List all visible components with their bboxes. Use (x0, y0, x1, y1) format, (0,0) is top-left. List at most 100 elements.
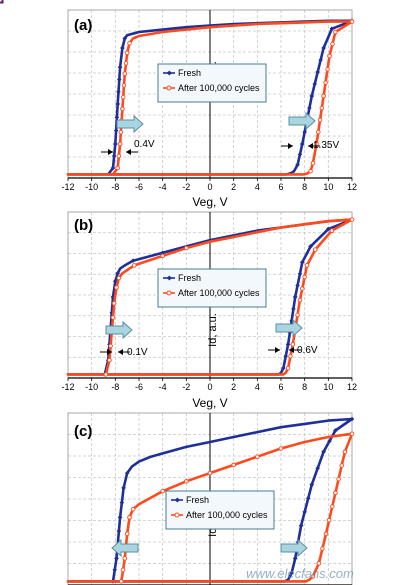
series-line (66, 218, 354, 376)
data-point (309, 482, 315, 487)
data-point (333, 29, 338, 35)
x-tick-label: -2 (182, 182, 190, 192)
data-point (304, 263, 310, 268)
data-point (120, 94, 126, 100)
data-point (316, 129, 321, 135)
series-after-cycles (0, 0, 355, 584)
data-point (111, 153, 117, 159)
data-point (290, 342, 296, 347)
data-point (123, 60, 129, 66)
data-point (0, 0, 4, 4)
x-tick-label: -6 (135, 382, 143, 392)
legend-marker (166, 85, 172, 91)
data-point (315, 465, 320, 471)
annotation-shift-right: 1.35V (313, 140, 339, 151)
data-point (130, 506, 136, 512)
data-point (330, 41, 335, 47)
data-point (327, 53, 332, 59)
data-point (118, 130, 124, 135)
data-point (330, 504, 335, 509)
data-point (305, 496, 311, 501)
data-point (113, 128, 119, 133)
data-point (295, 283, 300, 288)
data-point (124, 50, 130, 56)
data-point (300, 286, 305, 291)
data-point (285, 342, 291, 347)
data-point (327, 438, 332, 444)
data-point (333, 428, 338, 433)
legend: Fresh After 100,000 cycles (157, 268, 267, 308)
data-point (297, 152, 303, 157)
legend-marker (166, 290, 172, 296)
shift-arrow-right (288, 111, 316, 131)
shift-arrow-left (105, 320, 133, 340)
x-axis-label: Veg, V (192, 396, 227, 410)
x-tick-label: -12 (61, 382, 74, 392)
data-point (120, 106, 125, 112)
shift-arrow-left (111, 538, 139, 558)
data-point (0, 0, 3, 3)
annotation-shift-left: 0.4V (134, 139, 155, 150)
data-point (127, 515, 132, 520)
x-tick-label: 4 (255, 382, 260, 392)
x-tick-label: 4 (255, 182, 260, 192)
data-point (315, 69, 320, 75)
data-point (115, 101, 120, 107)
data-point (120, 567, 126, 573)
data-point (323, 531, 329, 537)
data-point (323, 80, 328, 85)
legend-entry: Fresh (186, 495, 209, 505)
panel-label: (a) (74, 17, 92, 34)
legend-box (157, 63, 267, 103)
data-point (281, 365, 286, 371)
legend-box (165, 490, 275, 530)
x-tick-label: 6 (278, 382, 283, 392)
x-tick-label: -4 (159, 182, 167, 192)
data-point (326, 517, 332, 523)
data-point (108, 343, 113, 349)
x-tick-label: 0 (207, 382, 212, 392)
x-tick-label: 12 (347, 382, 357, 392)
data-point (124, 470, 130, 476)
shift-arrow-right (275, 318, 303, 338)
dim-arrowhead-left (108, 149, 113, 155)
x-tick-label: 8 (302, 182, 307, 192)
data-point (285, 365, 291, 371)
data-point (120, 45, 125, 51)
data-point (103, 372, 109, 377)
panel-label: (b) (74, 217, 93, 234)
data-point (124, 531, 130, 537)
data-point (295, 312, 300, 318)
series-after-cycles (0, 0, 355, 176)
data-point (278, 446, 284, 451)
data-point (321, 449, 326, 455)
legend-entry: After 100,000 cycles (186, 510, 268, 520)
dimension-arrow-left (101, 149, 138, 155)
data-point (115, 271, 120, 276)
data-point (110, 165, 116, 171)
x-tick-label: 10 (323, 182, 333, 192)
legend-entry: Fresh (178, 68, 201, 78)
data-point (326, 226, 331, 232)
dim-arrowhead-right (118, 349, 123, 355)
data-point (117, 77, 122, 82)
legend: Fresh After 100,000 cycles (165, 490, 275, 530)
data-point (113, 278, 118, 284)
x-tick-label: -10 (85, 382, 98, 392)
data-point (107, 357, 112, 363)
data-point (308, 168, 313, 174)
x-tick-label: -8 (111, 182, 119, 192)
data-point (325, 67, 330, 72)
dim-arrowhead-right (289, 347, 294, 353)
data-point (300, 259, 305, 265)
data-point (121, 83, 127, 88)
data-point (298, 523, 304, 528)
data-point (297, 271, 303, 277)
data-point (302, 129, 307, 135)
legend-marker (174, 497, 180, 503)
data-point (184, 245, 189, 251)
dim-arrowhead-left (288, 143, 293, 149)
